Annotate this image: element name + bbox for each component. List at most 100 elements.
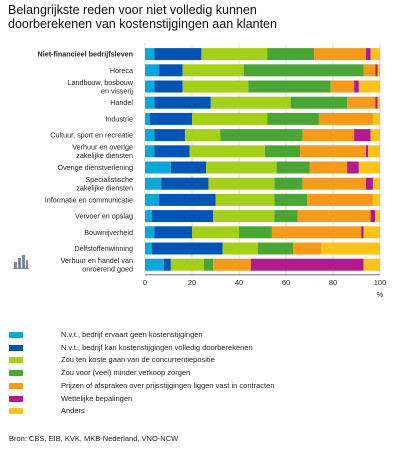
bar-contracten-13 xyxy=(213,258,251,271)
legend-swatch-wettelijk xyxy=(9,395,23,402)
bar-wettelijk-8 xyxy=(365,177,373,190)
bar-nvt_geen-11 xyxy=(145,226,155,239)
bar-concurrentie-7 xyxy=(206,161,277,174)
bar-nvt_volledig-5 xyxy=(154,129,185,142)
bar-verkoop-1 xyxy=(243,64,364,77)
bar-verkoop-13 xyxy=(203,258,214,271)
category-label-9: Informatie en communicatie xyxy=(45,195,133,204)
bar-wettelijk-13 xyxy=(250,258,364,271)
bar-concurrentie-2 xyxy=(182,80,249,93)
category-label-line: Horeca xyxy=(110,66,133,75)
bar-nvt_geen-6 xyxy=(145,145,155,158)
category-label-3: Handel xyxy=(110,98,133,107)
legend-label-wettelijk: Wettelijke bepalingen xyxy=(61,393,133,403)
category-label-line: Niet-financieel bedrijfsleven xyxy=(38,50,133,59)
category-label-10: Vervoer en opslag xyxy=(75,212,133,221)
x-axis-unit-label: % xyxy=(377,290,384,299)
x-tick-label-20: 20 xyxy=(188,278,196,287)
bar-nvt_geen-0 xyxy=(145,48,155,61)
legend-swatch-nvt_geen xyxy=(9,332,23,338)
source-note: Bron: CBS, EIB, KVK, MKB-Nederland, VNO-… xyxy=(9,434,179,443)
bar-nvt_geen-12 xyxy=(145,242,153,255)
bar-nvt_volledig-7 xyxy=(170,161,207,174)
bar-anders-13 xyxy=(363,258,380,271)
category-label-line: Handel xyxy=(110,98,133,107)
category-label-line: Industrie xyxy=(105,114,133,123)
x-tick-label-40: 40 xyxy=(235,278,243,287)
bar-anders-7 xyxy=(358,161,380,174)
category-label-line: Vervoer en opslag xyxy=(75,212,133,221)
category-label-line: Informatie en communicatie xyxy=(45,195,133,204)
category-label-6: Verhuur en overige zakelijke diensten xyxy=(72,143,133,161)
category-label-line: Verhuur en handel van xyxy=(61,256,133,265)
category-label-line: Verhuur en overige xyxy=(72,143,133,152)
category-label-line: Overige dienstverlening xyxy=(57,163,133,172)
bar-nvt_geen-5 xyxy=(145,129,155,142)
bar-verkoop-9 xyxy=(274,193,308,206)
bar-contracten-4 xyxy=(318,112,373,125)
bar-nvt_volledig-9 xyxy=(159,193,216,206)
bar-anders-2 xyxy=(358,80,380,93)
category-label-5: Cultuur, sport en recreatie xyxy=(50,131,133,140)
bar-wettelijk-7 xyxy=(347,161,359,174)
chart-title-line-2: doorberekenen van kostenstijgingen aan k… xyxy=(8,17,277,31)
bar-contracten-10 xyxy=(297,210,371,223)
legend-swatch-anders xyxy=(9,408,23,415)
bar-nvt_volledig-2 xyxy=(154,80,183,93)
bar-anders-3 xyxy=(377,96,380,109)
x-tick-label-100: 100 xyxy=(374,278,387,287)
legend-swatch-verkoop xyxy=(9,370,23,377)
bar-verkoop-7 xyxy=(276,161,310,174)
bar-contracten-0 xyxy=(314,48,366,61)
bar-verkoop-3 xyxy=(290,96,348,109)
bar-nvt_geen-10 xyxy=(145,210,153,223)
bar-nvt_geen-1 xyxy=(145,64,160,77)
legend-item-wettelijk: Wettelijke bepalingen xyxy=(9,394,389,405)
bar-nvt_volledig-12 xyxy=(152,242,223,255)
bar-concurrentie-0 xyxy=(201,48,268,61)
bar-wettelijk-5 xyxy=(354,129,371,142)
bar-anders-11 xyxy=(363,226,380,239)
bar-contracten-1 xyxy=(363,64,376,77)
bar-contracten-9 xyxy=(307,193,373,206)
legend-label-concurrentie: Zou ten koste gaan van de concurrentiepo… xyxy=(61,355,215,365)
bar-concurrentie-12 xyxy=(222,242,258,255)
bar-concurrentie-10 xyxy=(213,210,275,223)
bar-wettelijk-10 xyxy=(370,210,376,223)
bar-anders-5 xyxy=(370,129,380,142)
bar-wettelijk-0 xyxy=(365,48,371,61)
bar-contracten-8 xyxy=(302,177,366,190)
x-tick-label-80: 80 xyxy=(329,278,337,287)
cbs-logo-icon xyxy=(13,255,29,269)
bar-nvt_geen-7 xyxy=(145,161,171,174)
bar-nvt_volledig-10 xyxy=(152,210,214,223)
bar-nvt_geen-13 xyxy=(145,258,164,271)
legend-label-anders: Anders xyxy=(61,406,85,416)
bar-nvt_volledig-13 xyxy=(163,258,171,271)
bar-verkoop-2 xyxy=(248,80,331,93)
bar-concurrentie-4 xyxy=(192,112,268,125)
legend-item-concurrentie: Zou ten koste gaan van de concurrentiepo… xyxy=(9,355,389,366)
bar-concurrentie-13 xyxy=(170,258,204,271)
x-tick-label-0: 0 xyxy=(143,278,147,287)
bar-anders-12 xyxy=(321,242,380,255)
category-label-line: Bouwnijverheid xyxy=(84,228,133,237)
category-label-line: Delfstoffenwinning xyxy=(74,244,133,253)
bar-concurrentie-3 xyxy=(210,96,291,109)
bar-verkoop-11 xyxy=(239,226,272,239)
bar-anders-4 xyxy=(372,112,380,125)
category-label-line: Cultuur, sport en recreatie xyxy=(50,131,133,140)
bar-contracten-12 xyxy=(293,242,322,255)
bar-wettelijk-1 xyxy=(375,64,378,77)
legend-label-contracten: Prijzen of afspraken over prijsstijginge… xyxy=(61,380,275,390)
bar-verkoop-4 xyxy=(267,112,319,125)
bar-verkoop-5 xyxy=(220,129,303,142)
bar-nvt_geen-8 xyxy=(145,177,162,190)
category-label-2: Landbouw, bosbouw en visserij xyxy=(67,78,133,96)
category-label-line: Landbouw, bosbouw xyxy=(67,78,133,87)
bar-concurrentie-9 xyxy=(215,193,275,206)
bar-nvt_volledig-8 xyxy=(161,177,209,190)
legend-item-contracten: Prijzen of afspraken over prijsstijginge… xyxy=(9,381,389,392)
category-label-line: en visserij xyxy=(101,86,133,95)
chart-title-line-1: Belangrijkste reden voor niet volledig k… xyxy=(8,3,257,17)
